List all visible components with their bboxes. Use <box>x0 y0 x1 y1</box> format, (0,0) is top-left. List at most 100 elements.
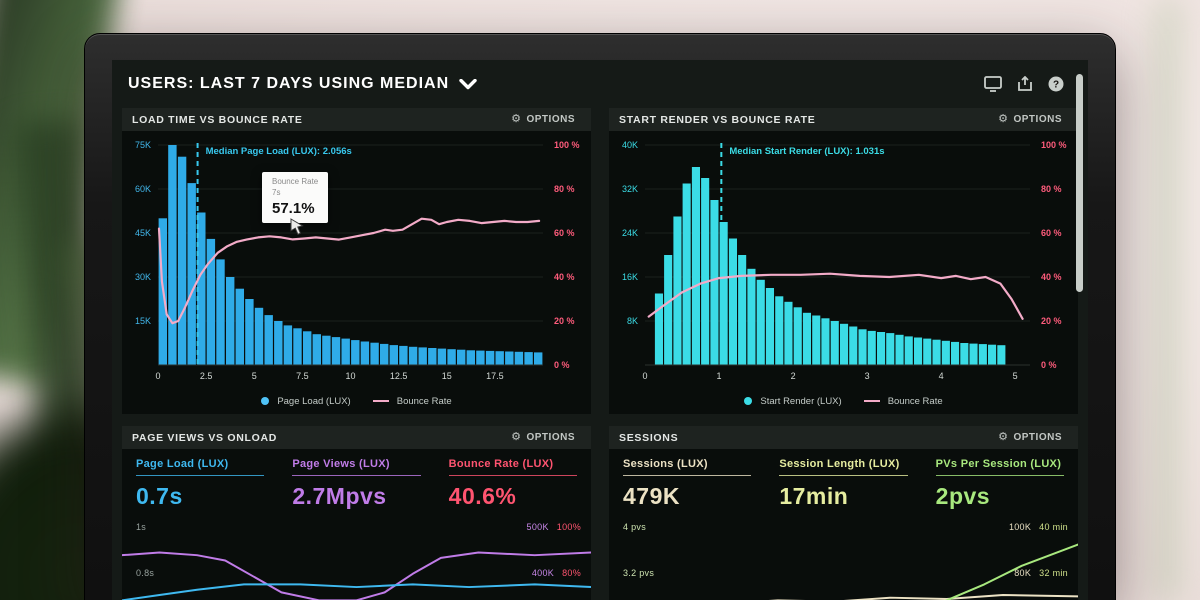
metric-pvs-per-session: PVs Per Session (LUX) 2pvs <box>922 458 1078 510</box>
panel-header: LOAD TIME VS BOUNCE RATE ⚙ OPTIONS <box>122 108 591 131</box>
svg-text:5: 5 <box>1013 371 1018 381</box>
gear-icon: ⚙ <box>998 431 1009 443</box>
legend-label-page-load[interactable]: Page Load (LUX) <box>277 395 351 407</box>
start-render-histogram-chart[interactable]: 40K 32K 24K 16K 8K 100 % 80 % 60 % 40 % 20 % 0 % 0 1… <box>609 131 1078 389</box>
svg-text:15K: 15K <box>135 316 151 326</box>
load-time-histogram-chart[interactable]: 75K 60K 45K 30K 15K 100 % 80 % 60 % 40 % 20 % 0 % 0… <box>122 131 591 389</box>
page-views-sparkline-area: 1s 0.8s 500K 100% 400K 80% <box>122 518 591 600</box>
sessions-sparkline-area: 4 pvs 3.2 pvs 100K 40 min 80K 32 min <box>609 518 1078 600</box>
svg-text:32K: 32K <box>622 184 638 194</box>
panel-grid: LOAD TIME VS BOUNCE RATE ⚙ OPTIONS 75K 60… <box>112 108 1088 600</box>
svg-text:0: 0 <box>155 371 160 381</box>
panel-header: PAGE VIEWS VS ONLOAD ⚙ OPTIONS <box>122 426 591 449</box>
svg-text:Median Page Load (LUX): 2.056s: Median Page Load (LUX): 2.056s <box>206 146 352 157</box>
legend-label-bounce-rate[interactable]: Bounce Rate <box>887 395 943 407</box>
plant-leaf <box>1154 0 1182 600</box>
svg-text:40K: 40K <box>622 140 638 150</box>
svg-text:20 %: 20 % <box>554 316 575 326</box>
metric-value: 0.7s <box>136 483 183 509</box>
display-icon[interactable] <box>984 76 1002 92</box>
svg-text:60K: 60K <box>135 184 151 194</box>
svg-text:30K: 30K <box>135 272 151 282</box>
panel-title: PAGE VIEWS VS ONLOAD <box>132 431 278 444</box>
dashboard-screen: USERS: LAST 7 DAYS USING MEDIAN <box>112 60 1088 600</box>
tooltip-value: 57.1% <box>272 199 315 217</box>
legend-line-swatch <box>863 400 880 402</box>
svg-text:60 %: 60 % <box>1041 228 1062 238</box>
panel-start-render-vs-bounce-rate: START RENDER VS BOUNCE RATE ⚙ OPTIONS 40… <box>609 108 1078 414</box>
legend-label-start-render[interactable]: Start Render (LUX) <box>760 395 842 407</box>
legend-dot <box>261 397 270 405</box>
svg-text:100 %: 100 % <box>554 140 580 150</box>
svg-text:45K: 45K <box>135 228 151 238</box>
vertical-scrollbar[interactable] <box>1076 74 1083 292</box>
sessions-sparkline-chart[interactable] <box>609 518 1078 600</box>
axis-label: 0.8s <box>136 568 155 578</box>
tooltip-series: Bounce Rate <box>272 177 319 186</box>
panel-title: START RENDER VS BOUNCE RATE <box>619 113 816 126</box>
metric-value: 2.7Mpvs <box>292 483 387 509</box>
svg-text:40 %: 40 % <box>1041 272 1062 282</box>
svg-text:15: 15 <box>442 371 452 381</box>
svg-text:10: 10 <box>345 371 355 381</box>
svg-text:75K: 75K <box>135 140 151 150</box>
metric-underline <box>136 475 265 476</box>
legend-label-bounce-rate[interactable]: Bounce Rate <box>396 395 452 407</box>
metric-value: 40.6% <box>448 483 517 509</box>
chart-tooltip: Bounce Rate 7s 57.1% <box>262 172 329 235</box>
metric-page-views: Page Views (LUX) 2.7Mpvs <box>278 458 434 510</box>
axis-label-pair: 400K 80% <box>531 568 581 578</box>
svg-text:12.5: 12.5 <box>390 371 408 381</box>
share-icon[interactable] <box>1017 76 1033 92</box>
header-icons: ? <box>984 76 1064 92</box>
panel-title: LOAD TIME VS BOUNCE RATE <box>132 113 303 126</box>
svg-text:5: 5 <box>252 371 257 381</box>
metric-underline <box>448 475 577 476</box>
legend-dot <box>744 397 753 405</box>
metric-underline <box>779 475 908 476</box>
svg-text:0 %: 0 % <box>1041 360 1057 370</box>
metrics-row: Page Load (LUX) 0.7s Page Views (LUX) 2.… <box>122 449 591 510</box>
options-button[interactable]: ⚙ OPTIONS <box>505 431 581 444</box>
svg-text:?: ? <box>1053 80 1059 91</box>
metric-sessions: Sessions (LUX) 479K <box>609 458 765 510</box>
axis-label-pair: 80K 32 min <box>1014 568 1068 578</box>
page-views-sparkline-chart[interactable] <box>122 518 591 600</box>
options-button[interactable]: ⚙ OPTIONS <box>992 113 1068 126</box>
axis-label-pair: 100K 40 min <box>1008 522 1068 532</box>
mouse-cursor-icon <box>290 218 304 235</box>
panel-header: START RENDER VS BOUNCE RATE ⚙ OPTIONS <box>609 108 1078 131</box>
help-icon[interactable]: ? <box>1048 76 1064 92</box>
metric-value: 17min <box>779 483 849 509</box>
users-range-dropdown[interactable]: USERS: LAST 7 DAYS USING MEDIAN <box>128 75 477 93</box>
svg-text:Median Start Render (LUX): 1.0: Median Start Render (LUX): 1.031s <box>729 146 884 157</box>
metric-underline <box>623 475 752 476</box>
svg-text:60 %: 60 % <box>554 228 575 238</box>
page-title: USERS: LAST 7 DAYS USING MEDIAN <box>128 75 450 92</box>
metric-value: 2pvs <box>935 483 991 509</box>
metrics-row: Sessions (LUX) 479K Session Length (LUX)… <box>609 449 1078 510</box>
panel-sessions: SESSIONS ⚙ OPTIONS Sessions (LUX) 479K <box>609 426 1078 600</box>
chart-legend: Page Load (LUX) Bounce Rate <box>122 389 591 413</box>
svg-text:3: 3 <box>865 371 870 381</box>
metric-bounce-rate: Bounce Rate (LUX) 40.6% <box>435 458 591 510</box>
metric-value: 479K <box>623 483 680 509</box>
tooltip-x-value: 7s <box>272 187 281 197</box>
svg-text:2: 2 <box>791 371 796 381</box>
svg-text:16K: 16K <box>622 272 638 282</box>
svg-text:2.5: 2.5 <box>200 371 213 381</box>
svg-text:20 %: 20 % <box>1041 316 1062 326</box>
dashboard-header: USERS: LAST 7 DAYS USING MEDIAN <box>112 60 1088 108</box>
metric-underline <box>935 475 1064 476</box>
chart-legend: Start Render (LUX) Bounce Rate <box>609 389 1078 413</box>
axis-label: 4 pvs <box>623 522 647 532</box>
metric-underline <box>292 475 421 476</box>
svg-text:4: 4 <box>939 371 944 381</box>
svg-text:0 %: 0 % <box>554 360 570 370</box>
svg-text:40 %: 40 % <box>554 272 575 282</box>
options-button[interactable]: ⚙ OPTIONS <box>992 431 1068 444</box>
options-button[interactable]: ⚙ OPTIONS <box>505 113 581 126</box>
svg-text:80 %: 80 % <box>554 184 575 194</box>
svg-text:0: 0 <box>642 371 647 381</box>
